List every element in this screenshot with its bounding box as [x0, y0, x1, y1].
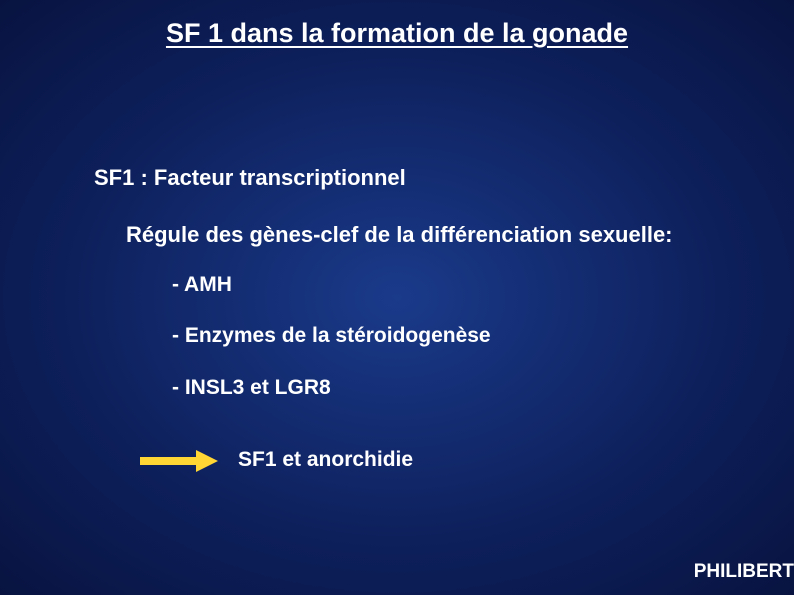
bullet-insl3: - INSL3 et LGR8 — [172, 376, 331, 400]
conclusion-text: SF1 et anorchidie — [238, 448, 413, 472]
slide-container: SF 1 dans la formation de la gonade SF1 … — [0, 0, 794, 595]
footer-author: PHILIBERT — [694, 561, 794, 583]
slide-title: SF 1 dans la formation de la gonade — [0, 18, 794, 49]
arrow-icon — [140, 450, 218, 477]
subtitle-text: SF1 : Facteur transcriptionnel — [94, 165, 406, 191]
bullet-amh: - AMH — [172, 273, 232, 297]
bullet-enzymes: - Enzymes de la stéroidogenèse — [172, 324, 491, 348]
regule-text: Régule des gènes-clef de la différenciat… — [126, 222, 673, 248]
